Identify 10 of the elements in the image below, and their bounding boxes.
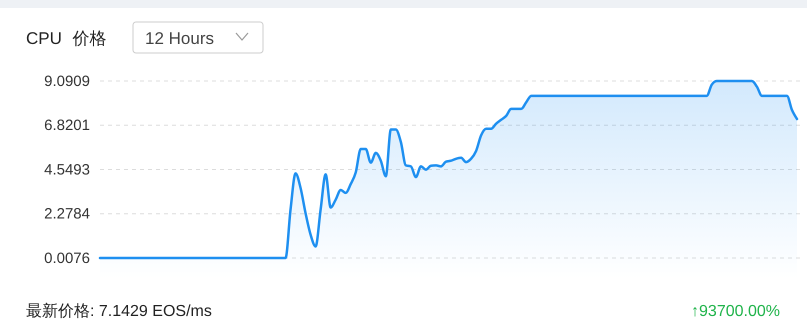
y-tick-label: 9.0909 [44,72,90,90]
y-tick-label: 2.2784 [44,206,90,223]
y-tick-label: 6.8201 [44,117,90,134]
dropdown: 12 Hours [132,22,264,54]
y-tick-label: 4.5493 [44,161,90,178]
text: 最新价格: 7.1429 EOS/ms [26,302,212,320]
chart-subtitle: 12 Hours [145,29,214,48]
text: ↑93700.00% [691,303,780,320]
y-tick-label: 0.0076 [44,250,90,267]
chart-title: CPU 价格 [26,29,107,48]
